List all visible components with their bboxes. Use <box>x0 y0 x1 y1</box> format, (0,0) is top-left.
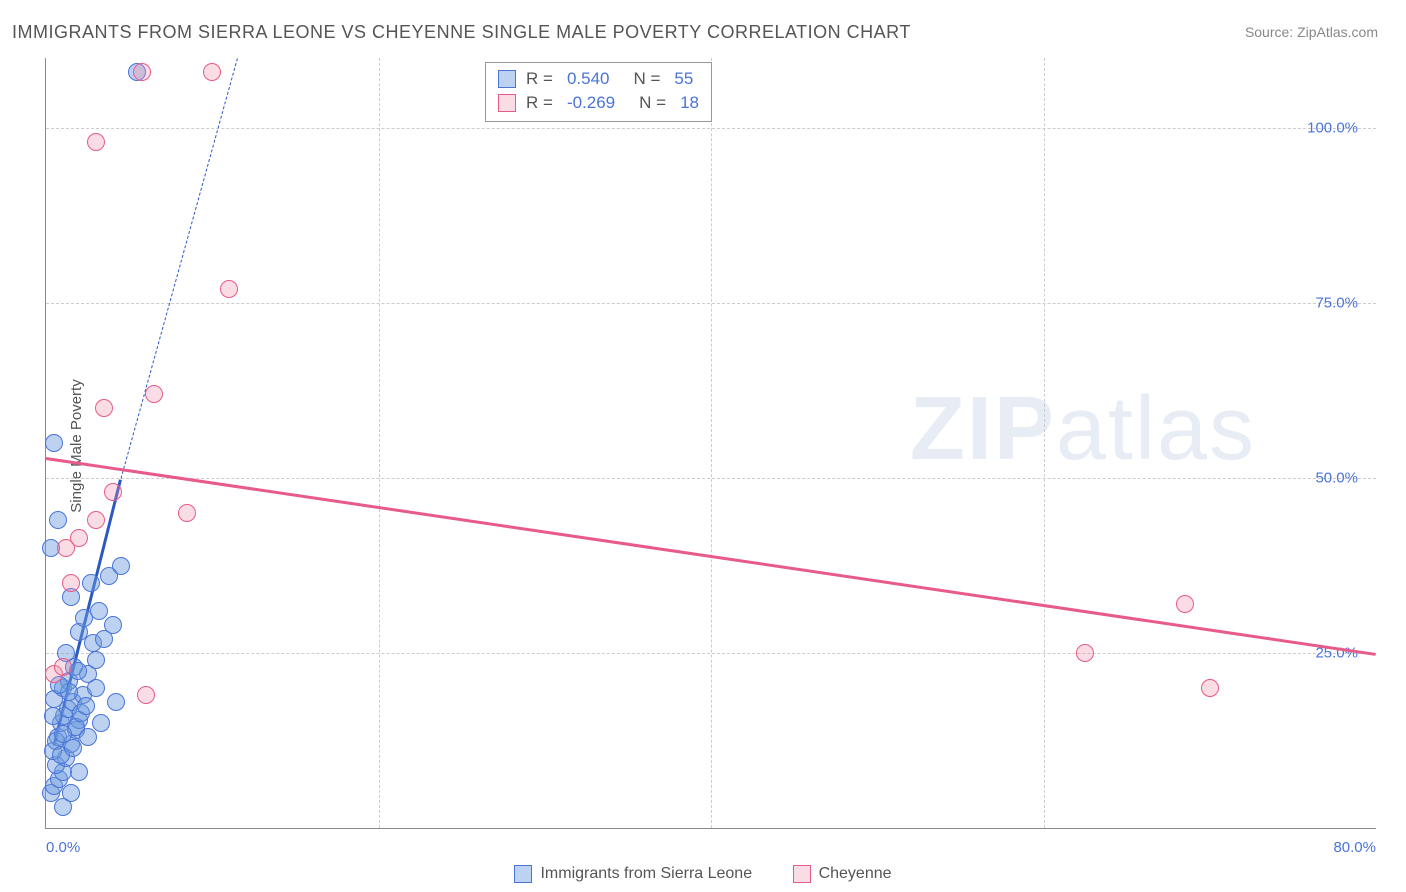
ytick-label: 100.0% <box>1307 120 1358 137</box>
swatch-cheyenne-2 <box>793 865 811 883</box>
r-label-1: R = <box>526 67 553 91</box>
legend-label-cheyenne: Cheyenne <box>819 865 892 883</box>
n-label-1: N = <box>633 67 660 91</box>
scatter-point-sierra <box>87 679 105 697</box>
watermark: ZIPatlas <box>910 378 1256 481</box>
scatter-point-cheyenne <box>54 658 72 676</box>
ytick-label: 75.0% <box>1315 295 1358 312</box>
n-label-2: N = <box>639 91 666 115</box>
legend-item-sierra: Immigrants from Sierra Leone <box>514 865 752 883</box>
scatter-point-sierra <box>70 763 88 781</box>
scatter-point-cheyenne <box>178 504 196 522</box>
scatter-point-sierra <box>87 651 105 669</box>
scatter-point-sierra <box>92 714 110 732</box>
gridline-v <box>1044 58 1045 828</box>
plot-area: ZIPatlas 25.0%50.0%75.0%100.0%0.0%80.0% <box>45 58 1376 829</box>
r-value-2: -0.269 <box>567 91 615 115</box>
xtick-label-left: 0.0% <box>46 839 80 856</box>
r-value-1: 0.540 <box>567 67 610 91</box>
gridline-v <box>379 58 380 828</box>
scatter-point-cheyenne <box>104 483 122 501</box>
watermark-atlas: atlas <box>1056 379 1256 479</box>
scatter-point-sierra <box>77 697 95 715</box>
legend-item-cheyenne: Cheyenne <box>793 865 892 883</box>
scatter-point-sierra <box>49 511 67 529</box>
scatter-point-cheyenne <box>133 63 151 81</box>
scatter-point-cheyenne <box>220 280 238 298</box>
swatch-sierra-2 <box>514 865 532 883</box>
scatter-point-cheyenne <box>1176 595 1194 613</box>
scatter-point-cheyenne <box>87 133 105 151</box>
scatter-point-sierra <box>62 784 80 802</box>
scatter-point-cheyenne <box>145 385 163 403</box>
scatter-point-sierra <box>90 602 108 620</box>
chart-title: IMMIGRANTS FROM SIERRA LEONE VS CHEYENNE… <box>12 22 911 43</box>
scatter-point-cheyenne <box>87 511 105 529</box>
scatter-point-cheyenne <box>1076 644 1094 662</box>
r-label-2: R = <box>526 91 553 115</box>
scatter-point-cheyenne <box>137 686 155 704</box>
swatch-sierra <box>498 70 516 88</box>
scatter-point-cheyenne <box>70 529 88 547</box>
source-text: Source: ZipAtlas.com <box>1245 24 1378 40</box>
scatter-point-cheyenne <box>62 574 80 592</box>
scatter-point-sierra <box>79 728 97 746</box>
gridline-v <box>711 58 712 828</box>
legend-stats: R = 0.540 N = 55 R = -0.269 N = 18 <box>485 62 712 122</box>
n-value-1: 55 <box>674 67 693 91</box>
xtick-label-right: 80.0% <box>1333 839 1376 856</box>
trend-line <box>120 58 237 478</box>
n-value-2: 18 <box>680 91 699 115</box>
scatter-point-cheyenne <box>1201 679 1219 697</box>
legend-bottom: Immigrants from Sierra Leone Cheyenne <box>0 865 1406 888</box>
ytick-label: 50.0% <box>1315 470 1358 487</box>
scatter-point-sierra <box>44 707 62 725</box>
legend-stat-row-2: R = -0.269 N = 18 <box>498 91 699 115</box>
scatter-point-cheyenne <box>95 399 113 417</box>
watermark-zip: ZIP <box>910 379 1056 479</box>
legend-label-sierra: Immigrants from Sierra Leone <box>540 865 752 883</box>
scatter-point-cheyenne <box>203 63 221 81</box>
scatter-point-sierra <box>112 557 130 575</box>
scatter-point-sierra <box>82 574 100 592</box>
legend-stat-row-1: R = 0.540 N = 55 <box>498 67 699 91</box>
scatter-point-sierra <box>45 434 63 452</box>
scatter-point-sierra <box>107 693 125 711</box>
scatter-point-sierra <box>104 616 122 634</box>
swatch-cheyenne <box>498 94 516 112</box>
